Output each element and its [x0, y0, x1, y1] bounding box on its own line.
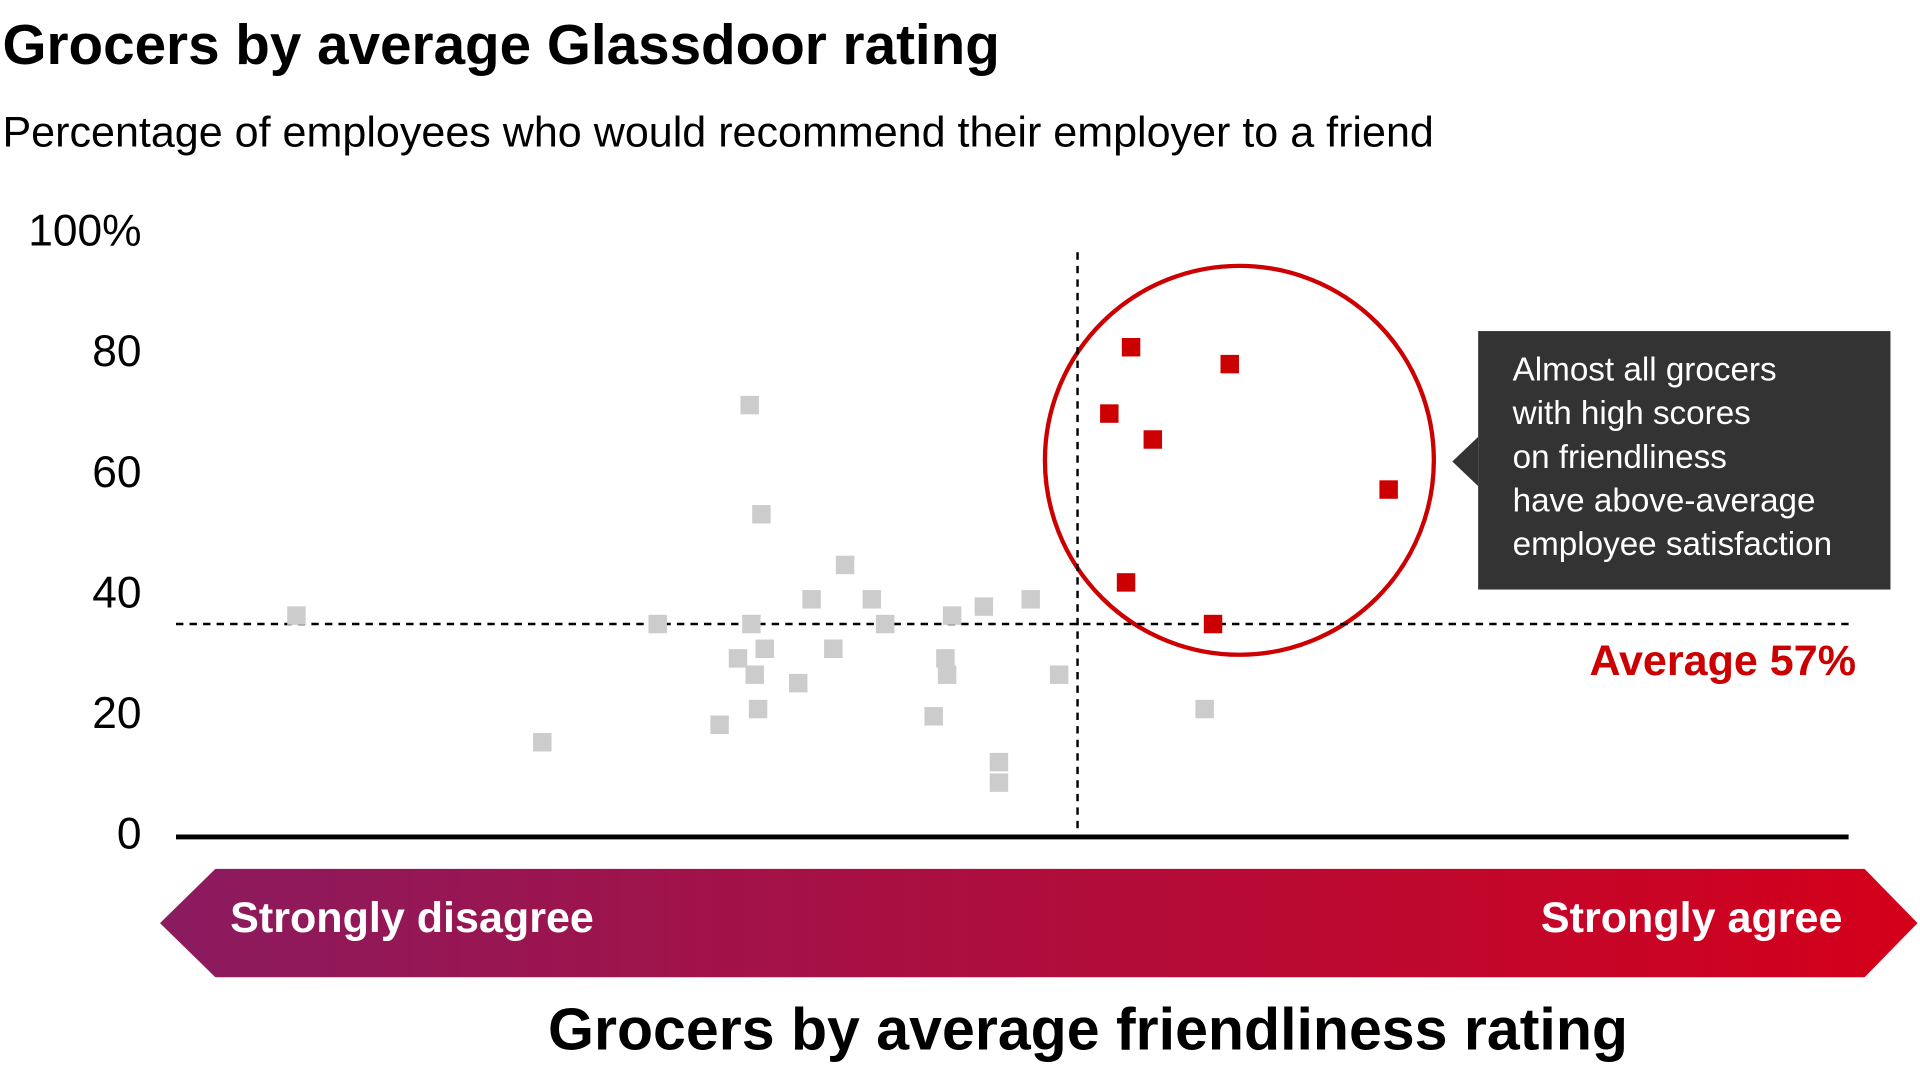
x-low-label: Strongly disagree: [230, 894, 594, 942]
point: [1203, 614, 1223, 634]
point: [1143, 430, 1163, 449]
point: [1100, 404, 1119, 423]
point: [287, 606, 306, 625]
point: [802, 590, 821, 609]
point: [1116, 573, 1136, 592]
y-tick-label: 0: [117, 810, 142, 859]
point: [942, 606, 962, 625]
point: [1195, 699, 1214, 719]
point: [924, 707, 943, 726]
point: [937, 665, 957, 684]
x-high-label: Strongly agree: [1541, 894, 1843, 942]
callout-text: with high scores: [1512, 395, 1751, 432]
point: [1220, 354, 1239, 374]
x-axis-label: Grocers by average friendliness rating: [548, 996, 1628, 1062]
point: [742, 614, 761, 634]
x-axis-arrow: [160, 868, 1918, 978]
highlight-circle: [1042, 263, 1436, 657]
y-tick-label: 60: [92, 448, 141, 497]
point: [788, 673, 808, 693]
point: [1121, 337, 1141, 357]
y-tick-label: 20: [92, 689, 141, 738]
point: [710, 715, 729, 734]
point: [936, 649, 955, 668]
y-tick-label: 100%: [28, 207, 141, 256]
callout-pointer: [1452, 436, 1479, 487]
point: [748, 699, 768, 719]
point: [862, 590, 882, 609]
point: [648, 614, 667, 634]
point: [740, 395, 759, 415]
point: [824, 639, 843, 658]
point: [1379, 480, 1398, 499]
callout-text: employee satisfaction: [1513, 526, 1832, 563]
point: [989, 773, 1009, 792]
chart-subtitle: Percentage of employees who would recomm…: [2, 109, 1433, 157]
point: [533, 733, 552, 752]
point: [989, 752, 1009, 772]
point: [1021, 590, 1040, 609]
point: [875, 614, 895, 634]
point: [745, 665, 764, 684]
callout-text: have above-average: [1513, 483, 1816, 520]
point: [974, 597, 994, 616]
point: [835, 555, 855, 575]
point: [1049, 665, 1069, 684]
point: [728, 649, 748, 668]
callout-text: Almost all grocers: [1513, 351, 1777, 388]
y-tick-label: 80: [92, 327, 141, 376]
point: [755, 639, 774, 658]
callout-box: [1478, 331, 1891, 590]
chart-title: Grocers by average Glassdoor rating: [2, 13, 999, 76]
y-tick-label: 40: [92, 568, 141, 617]
average-label: Average 57%: [1589, 637, 1856, 685]
callout-text: on friendliness: [1513, 439, 1727, 476]
point: [752, 505, 771, 524]
